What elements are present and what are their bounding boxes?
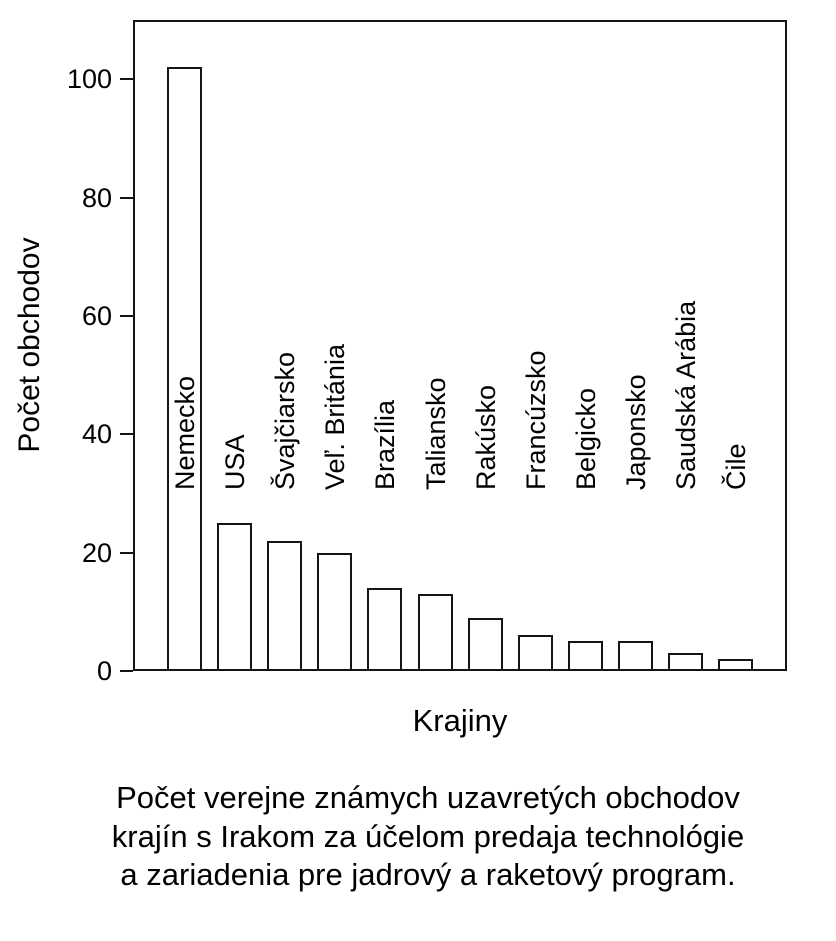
y-tick-label: 20 — [81, 538, 112, 568]
caption-line: Počet verejne známych uzavretých obchodo… — [116, 780, 740, 815]
bar — [167, 67, 202, 671]
bar-category-label: Čile — [720, 443, 751, 490]
y-axis-tick — [120, 315, 133, 317]
bar-category-label: Saudská Arábia — [670, 300, 701, 490]
bar — [518, 635, 553, 671]
bar-category-label: Veľ. Británia — [319, 344, 350, 490]
caption-line: a zariadenia pre jadrový a raketový prog… — [120, 857, 736, 892]
bar-category-label: Brazília — [369, 399, 400, 490]
bar — [668, 653, 703, 671]
bar — [618, 641, 653, 671]
y-tick-label: 60 — [81, 301, 112, 331]
bar — [217, 523, 252, 671]
bar-category-label: Taliansko — [420, 377, 451, 490]
y-axis-tick — [120, 78, 133, 80]
x-axis-title: Krajiny — [412, 703, 508, 738]
bar — [568, 641, 603, 671]
y-axis-tick — [120, 552, 133, 554]
bar-category-label: Francúzsko — [520, 350, 551, 490]
bar — [367, 588, 402, 671]
y-axis-tick — [120, 433, 133, 435]
bar — [468, 618, 503, 671]
bar — [317, 553, 352, 671]
bar-category-label: Rakúsko — [470, 384, 501, 490]
y-tick-label: 80 — [81, 183, 112, 213]
figure-caption: Počet verejne známych uzavretých obchodo… — [20, 779, 836, 895]
y-tick-label: 100 — [66, 64, 112, 94]
y-axis-tick — [120, 197, 133, 199]
bar-category-label: Japonsko — [620, 374, 651, 490]
bar-category-label: Nemecko — [169, 375, 200, 490]
y-axis-tick — [120, 670, 133, 672]
caption-line: krajín s Irakom za účelom predaja techno… — [111, 818, 745, 854]
bar-category-label: Belgicko — [570, 387, 601, 490]
y-tick-label: 0 — [96, 656, 112, 686]
bar — [267, 541, 302, 671]
bar — [718, 659, 753, 671]
y-tick-label: 40 — [81, 419, 112, 449]
bar-category-label: USA — [219, 434, 250, 490]
bar — [418, 594, 453, 671]
bar-category-label: Švajčiarsko — [269, 351, 300, 490]
